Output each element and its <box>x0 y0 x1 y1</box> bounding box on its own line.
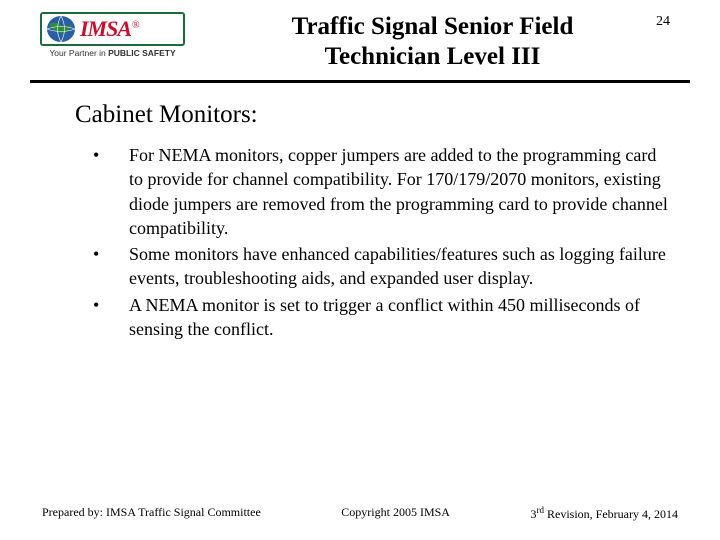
footer: Prepared by: IMSA Traffic Signal Committ… <box>0 505 720 522</box>
header-row: IMSA® Your Partner in PUBLIC SAFETY Traf… <box>0 0 720 72</box>
page-title: Traffic Signal Senior Field Technician L… <box>195 12 670 72</box>
page-number: 24 <box>656 14 670 30</box>
section-heading: Cabinet Monitors: <box>75 101 670 129</box>
list-item: A NEMA monitor is set to trigger a confl… <box>93 293 670 342</box>
list-item: For NEMA monitors, copper jumpers are ad… <box>93 143 670 240</box>
footer-prepared-by: Prepared by: IMSA Traffic Signal Committ… <box>42 505 261 522</box>
bullet-list: For NEMA monitors, copper jumpers are ad… <box>65 143 670 341</box>
globe-icon <box>44 14 78 44</box>
title-block: Traffic Signal Senior Field Technician L… <box>185 12 680 72</box>
body-area: Cabinet Monitors: For NEMA monitors, cop… <box>0 83 720 341</box>
logo-brand-text: IMSA® <box>80 18 139 40</box>
footer-copyright: Copyright 2005 IMSA <box>341 505 450 522</box>
footer-revision: 3rd Revision, February 4, 2014 <box>530 505 678 522</box>
logo-tagline: Your Partner in PUBLIC SAFETY <box>40 48 185 58</box>
logo-block: IMSA® Your Partner in PUBLIC SAFETY <box>40 12 185 58</box>
list-item: Some monitors have enhanced capabilities… <box>93 242 670 291</box>
logo-box: IMSA® <box>40 12 185 46</box>
